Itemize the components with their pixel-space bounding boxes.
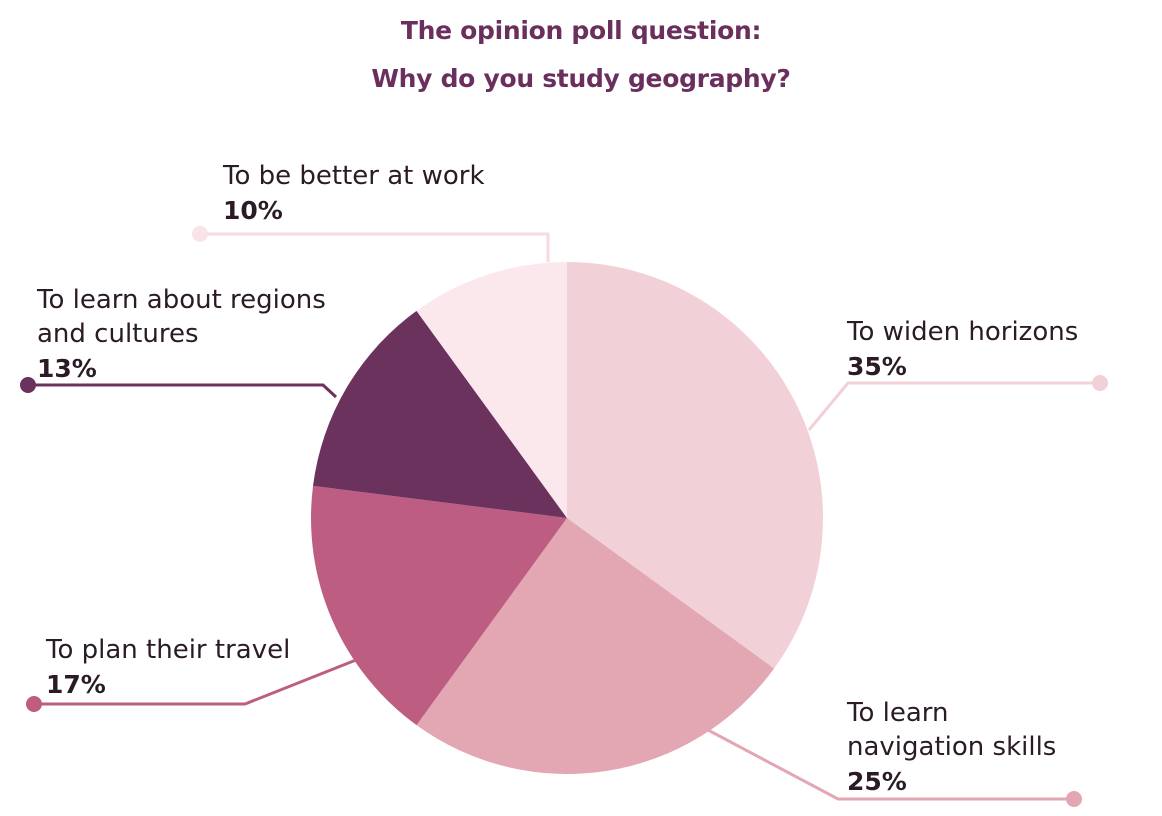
leader-dot-to-be-better-at-work bbox=[192, 226, 208, 242]
leader-dot-to-widen-horizons bbox=[1092, 375, 1108, 391]
slice-labels: To widen horizons 35% To learn navigation s… bbox=[36, 161, 1078, 796]
leader-lines bbox=[20, 226, 1108, 807]
chart-title-line-1: The opinion poll question: bbox=[400, 16, 762, 45]
slice-label-to-learn-navigation-skills-line-1: To learn bbox=[846, 698, 949, 728]
pie-slice-to-widen-horizons bbox=[567, 262, 824, 669]
slice-value-to-plan-their-travel: 17% bbox=[46, 670, 106, 699]
pie-slice-to-be-better-at-work bbox=[416, 262, 567, 518]
slice-label-to-learn-about-regions-and-cultures-line-1: To learn about regions bbox=[36, 285, 326, 315]
slice-label-to-be-better-at-work-line-1: To be better at work bbox=[222, 161, 485, 191]
leader-line-to-plan-their-travel bbox=[36, 658, 357, 706]
leader-line-to-learn-about-regions-and-cultures bbox=[30, 383, 338, 399]
slice-label-to-learn-navigation-skills-line-2: navigation skills bbox=[847, 732, 1056, 762]
leader-dot-to-plan-their-travel bbox=[26, 696, 42, 712]
pie-slice-to-plan-their-travel bbox=[311, 485, 567, 726]
pie-slice-to-learn-about-regions-and-cultures bbox=[313, 310, 567, 518]
leader-dot-to-learn-about-regions-and-cultures bbox=[20, 377, 36, 393]
leader-line-to-learn-navigation-skills bbox=[707, 728, 1072, 801]
slice-label-to-plan-their-travel-line-1: To plan their travel bbox=[45, 635, 290, 665]
leader-line-to-widen-horizons bbox=[807, 381, 1098, 431]
leader-dot-to-learn-navigation-skills bbox=[1066, 791, 1082, 807]
slice-label-to-learn-about-regions-and-cultures-line-2: and cultures bbox=[37, 319, 199, 349]
slice-value-to-learn-navigation-skills: 25% bbox=[847, 767, 907, 796]
slice-value-to-widen-horizons: 35% bbox=[847, 352, 907, 381]
chart-title-line-2: Why do you study geography? bbox=[371, 64, 791, 93]
leader-line-to-be-better-at-work bbox=[202, 232, 550, 262]
slice-value-to-learn-about-regions-and-cultures: 13% bbox=[37, 354, 97, 383]
slice-label-to-widen-horizons-line-1: To widen horizons bbox=[846, 317, 1078, 347]
slice-value-to-be-better-at-work: 10% bbox=[223, 196, 283, 225]
pie-slice-to-learn-navigation-skills bbox=[416, 518, 775, 774]
pie-slices bbox=[311, 262, 824, 774]
